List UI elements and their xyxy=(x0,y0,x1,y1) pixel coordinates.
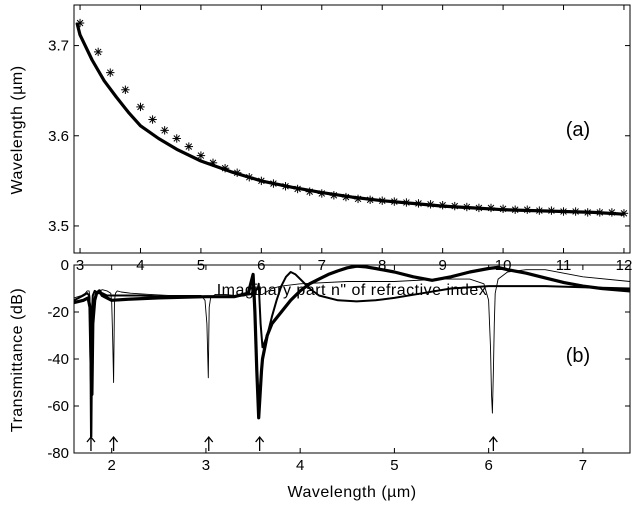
panel-a-marker xyxy=(245,173,254,182)
panel-b-arrow-up xyxy=(255,435,265,451)
panel-a-tag: (a) xyxy=(566,119,590,141)
panel-b-arrow-up xyxy=(488,435,498,451)
panel-b-tag: (b) xyxy=(566,345,590,367)
panel-a-marker xyxy=(571,207,580,216)
panel-a-xlabel: Imaginary part n" of refractive index xyxy=(217,282,488,299)
panel-a-marker xyxy=(184,142,194,151)
panel-a-ytick-label: 3.7 xyxy=(48,38,69,55)
panel-a-marker xyxy=(510,205,520,214)
panel-b-curve-thick xyxy=(73,264,631,420)
panel-a-marker xyxy=(136,102,145,112)
panel-a-marker xyxy=(583,208,592,217)
panel-a: 3 4 5 6 7 8 9 10 11 123.53.63.7 Imaginary part n"… xyxy=(9,4,632,299)
panel-a-marker xyxy=(474,203,484,213)
panel-a-marker xyxy=(93,47,103,57)
panel-a-marker xyxy=(535,206,544,215)
panel-b-xtick-label: 3 xyxy=(202,457,210,474)
panel-a-fit-line xyxy=(75,22,625,216)
panel-a-marker xyxy=(148,115,157,124)
panel-b-xtick-label: 2 xyxy=(108,457,116,474)
panel-a-marker xyxy=(329,191,339,200)
panel-a-marker xyxy=(547,206,556,215)
panel-a-series xyxy=(75,18,629,218)
panel-a-ytick-label: 3.6 xyxy=(48,128,69,145)
panel-a-marker xyxy=(305,187,314,196)
panel-a-marker xyxy=(353,194,363,204)
panel-a-marker xyxy=(257,176,266,186)
panel-a-marker xyxy=(293,184,302,194)
panel-b-xlabel: Wavelength (µm) xyxy=(287,484,416,501)
panel-a-marker xyxy=(426,200,435,209)
panel-a-frame xyxy=(73,4,631,254)
panel-a-marker xyxy=(414,199,423,208)
panel-a-marker xyxy=(365,195,375,204)
panel-b-ylabel: Transmittance (dB) xyxy=(9,288,26,432)
panel-a-marker xyxy=(172,134,181,143)
panel-a-marker xyxy=(281,182,290,191)
panel-b-arrow-up xyxy=(86,435,96,451)
panel-b-ytick-label: -20 xyxy=(47,304,69,321)
panel-a-marker xyxy=(106,68,115,77)
panel-a-marker xyxy=(619,209,629,218)
panel-a-marker xyxy=(486,203,496,213)
panel-a-marker xyxy=(390,197,399,206)
panel-b-xtick-label: 4 xyxy=(296,457,304,474)
panel-a-marker xyxy=(559,207,568,216)
panel-b-xtick-label: 5 xyxy=(390,457,398,474)
panel-a-marker xyxy=(317,189,326,198)
panel-a-marker xyxy=(378,196,387,205)
panel-a-marker xyxy=(160,126,169,135)
panel-b-ytick-label: -80 xyxy=(47,445,69,462)
panel-b-series xyxy=(73,264,631,438)
panel-b-xtick-label: 7 xyxy=(579,457,587,474)
panel-a-marker xyxy=(220,164,230,173)
panel-b-arrow-up xyxy=(109,435,119,451)
panel-b-arrows xyxy=(86,435,498,451)
panel-a-marker xyxy=(498,204,508,214)
panel-a-marker xyxy=(208,158,218,168)
panel-a-ytick-label: 3.5 xyxy=(48,218,69,235)
panel-a-marker xyxy=(196,151,206,160)
panel-b-ytick-label: 0 xyxy=(61,257,69,274)
panel-b-ticks: 2 3 4 5 6 7 0 -20 -40 -60 -80 xyxy=(47,257,630,474)
panel-b: 2 3 4 5 6 7 0 -20 -40 -60 -80 Wavelength (µm) Tran… xyxy=(9,257,631,501)
panel-a-marker xyxy=(450,201,459,211)
panel-a-marker xyxy=(595,208,604,217)
panel-a-marker xyxy=(121,85,130,94)
panel-b-arrow-up xyxy=(204,435,214,451)
panel-a-marker xyxy=(438,201,447,210)
panel-a-marker xyxy=(523,205,532,214)
panel-b-ytick-label: -40 xyxy=(47,351,69,368)
panel-b-xtick-label: 6 xyxy=(484,457,492,474)
panel-a-marker xyxy=(269,179,278,188)
panel-a-marker xyxy=(402,198,411,207)
panel-a-ylabel: Wavelength (µm) xyxy=(9,65,26,194)
panel-a-marker xyxy=(341,192,351,202)
panel-a-marker xyxy=(232,168,242,177)
panel-b-ytick-label: -60 xyxy=(47,398,69,415)
panel-a-marker xyxy=(607,208,617,217)
panel-a-ticks: 3 4 5 6 7 8 9 10 11 123.53.63.7 xyxy=(48,5,632,274)
panel-a-marker xyxy=(75,18,85,28)
panel-a-marker xyxy=(462,202,472,212)
